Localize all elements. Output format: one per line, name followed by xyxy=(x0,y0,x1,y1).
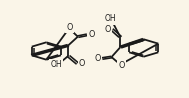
Text: O: O xyxy=(118,61,125,70)
Text: O: O xyxy=(67,23,73,32)
Text: OH: OH xyxy=(105,14,116,23)
Text: O: O xyxy=(104,25,111,34)
Text: O: O xyxy=(79,59,85,68)
Text: O: O xyxy=(88,30,95,39)
Text: O: O xyxy=(95,54,101,63)
Text: OH: OH xyxy=(50,60,62,69)
